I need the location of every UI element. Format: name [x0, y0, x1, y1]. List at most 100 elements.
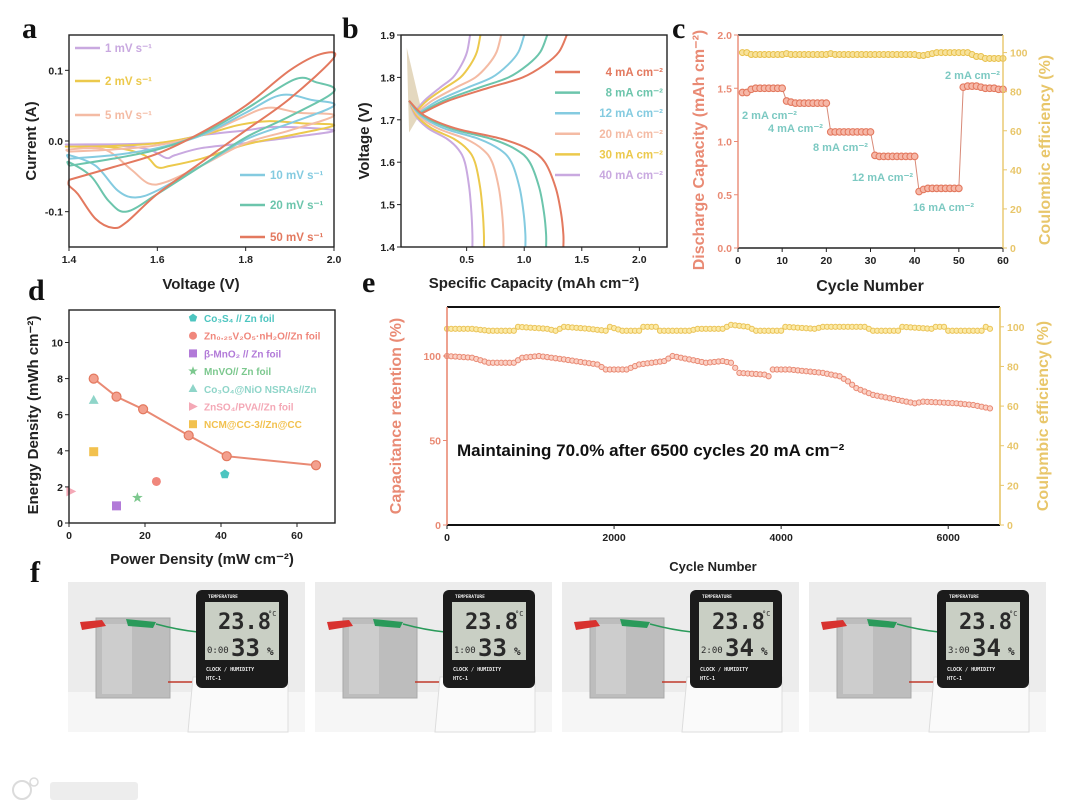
- device-footer-label: CLOCK / HUMIDITY: [947, 667, 995, 673]
- device-header-label: TEMPERATURE: [208, 594, 238, 600]
- legend-label: NCM@CC-3//Zn@CC: [204, 420, 302, 431]
- y-tick-label: 0.5: [717, 190, 732, 202]
- red-clip: [80, 620, 106, 630]
- y-tick-label: 2.0: [717, 30, 732, 42]
- x-tick-label: 60: [291, 530, 303, 542]
- plot-frame: [68, 309, 336, 524]
- discharge-curve-5: [408, 100, 474, 248]
- plot-area: [738, 35, 1003, 248]
- x-tick-label: 4000: [769, 532, 793, 544]
- x-tick-label: 0: [66, 530, 72, 542]
- x-tick-label: 40: [909, 255, 921, 267]
- lcd-screen: [452, 602, 526, 660]
- x-tick-label: 2000: [602, 532, 626, 544]
- watermark: [12, 777, 138, 800]
- capacity-point: [822, 99, 831, 108]
- device-footer-label: CLOCK / HUMIDITY: [453, 667, 501, 673]
- y-tick-label: 0: [435, 520, 441, 532]
- y-axis-title: Coulpmbic efficiency (%): [1035, 321, 1052, 511]
- y-tick-label: 1.8: [380, 72, 395, 84]
- x-tick-label: 1.5: [574, 254, 589, 266]
- x-tick-label: 30: [865, 255, 877, 267]
- this-work-point: [111, 391, 122, 402]
- y-axis-title: Capacitance retention (%): [388, 318, 405, 514]
- retention-point: [986, 405, 994, 412]
- watermark-logo-icon: [12, 780, 32, 800]
- discharge-curve-2: [408, 100, 527, 248]
- device-photo-2: TEMPERATURE 23.8°C 2:00 34 % CLOCK / HUMIDITY…: [562, 582, 799, 733]
- capacity-point: [866, 128, 875, 136]
- charge-curve-2: [417, 34, 526, 115]
- y-tick-label-right: 20: [1007, 480, 1019, 492]
- legend-label: Co₃O₄@NiO NSRAs//Zn: [204, 385, 316, 396]
- capacity-point: [778, 84, 787, 93]
- x-tick-label: 0: [735, 255, 741, 267]
- temperature-unit: °C: [515, 610, 523, 618]
- charge-curve-4: [414, 34, 482, 115]
- legend-marker: [188, 366, 198, 376]
- legend-label: ZnSO₄/PVA//Zn foil: [204, 403, 294, 414]
- pouch-highlight: [843, 624, 873, 694]
- legend-label: Co₃S₄ // Zn foil: [204, 314, 275, 325]
- legend-label: 2 mV s⁻¹: [105, 76, 152, 88]
- x-tick-label: 2.0: [327, 254, 342, 266]
- green-wire: [402, 623, 446, 633]
- clock-reading: 0:00: [207, 646, 229, 656]
- panel-letter-b: b: [342, 12, 359, 45]
- legend-label: 12 mA cm⁻²: [599, 108, 663, 120]
- ce-point: [940, 323, 948, 330]
- red-clip: [574, 620, 600, 630]
- discharge-curve-1: [408, 100, 548, 248]
- clock-reading: 1:00: [454, 646, 476, 656]
- charge-curve-5: [413, 34, 472, 115]
- x-axis-title: Specific Capacity (mAh cm⁻²): [429, 275, 639, 292]
- humidity-unit: %: [1008, 645, 1015, 658]
- device-header-label: TEMPERATURE: [455, 594, 485, 600]
- y-tick-label: 1.0: [717, 137, 732, 149]
- pouch-highlight: [349, 624, 379, 694]
- x-tick-label: 50: [953, 255, 965, 267]
- green-wire: [649, 623, 693, 633]
- y-tick-label: 1.5: [717, 83, 732, 95]
- y-tick-label-right: 40: [1007, 441, 1019, 453]
- x-axis-title: Voltage (V): [162, 276, 239, 293]
- y-tick-label: -0.1: [45, 207, 63, 219]
- x-tick-label: 1.6: [150, 254, 165, 266]
- x-tick-label: 20: [820, 255, 832, 267]
- y-tick-label-right: 20: [1010, 204, 1022, 216]
- x-tick-label: 1.0: [517, 254, 532, 266]
- x-tick-label: 2.0: [632, 254, 647, 266]
- watermark-text-block: [50, 782, 138, 800]
- retention-point: [727, 359, 735, 366]
- pouch-highlight: [596, 624, 626, 694]
- temperature-reading: 23.8: [959, 610, 1012, 635]
- x-tick-label: 40: [215, 530, 227, 542]
- device-model-label: HTC-1: [206, 676, 221, 682]
- legend-label: 4 mA cm⁻²: [606, 67, 664, 79]
- y-tick-label: 50: [429, 436, 441, 448]
- this-work-point: [183, 430, 194, 441]
- watermark-logo-icon: [29, 777, 39, 787]
- y-tick-label-right: 40: [1010, 165, 1022, 177]
- green-clip: [373, 619, 403, 628]
- y-axis-title: Coulombic efficiency (%): [1037, 55, 1054, 245]
- y-tick-label: 1.9: [380, 30, 395, 42]
- y-axis-title: Discharge Capacity (mAh cm⁻²): [691, 30, 708, 271]
- y-axis-title: Voltage (V): [356, 102, 373, 179]
- panel-b-gcd-chart: 0.5 1.0 1.5 2.0 1.4 1.5 1.6 1.7 1.8 1.9 4 mA cm⁻² 8…: [356, 30, 668, 292]
- legend-label: β-MnO₂ // Zn foil: [204, 349, 281, 360]
- device-header-label: TEMPERATURE: [702, 594, 732, 600]
- humidity-reading: 33: [231, 634, 260, 662]
- retention-annotation: Maintaining 70.0% after 6500 cycles 20 m…: [457, 441, 845, 460]
- rate-annotation: 4 mA cm⁻²: [768, 123, 823, 135]
- device-footer-label: CLOCK / HUMIDITY: [206, 667, 254, 673]
- legend-label: 10 mV s⁻¹: [270, 170, 324, 182]
- temperature-unit: °C: [762, 610, 770, 618]
- panel-c-rate-chart: 0 10 20 30 40 50 60 0.0 0.5 1.0 1.5 2.0 0 20 40 60 80 100…: [691, 30, 1054, 295]
- panel-letter-e: e: [362, 266, 375, 299]
- y-tick-label: 1.6: [380, 157, 395, 169]
- clock-reading: 3:00: [948, 646, 970, 656]
- device-header-label: TEMPERATURE: [949, 594, 979, 600]
- y-tick-label-right: 80: [1010, 87, 1022, 99]
- this-work-point: [138, 404, 149, 415]
